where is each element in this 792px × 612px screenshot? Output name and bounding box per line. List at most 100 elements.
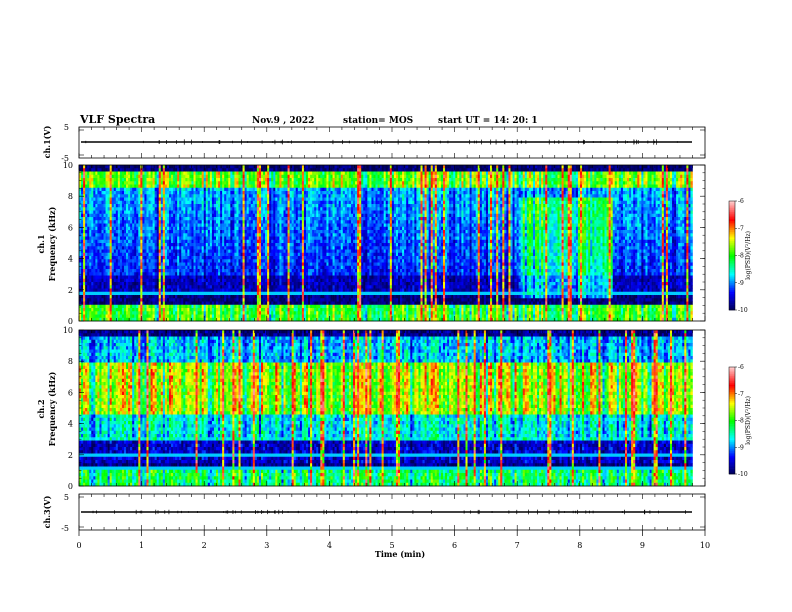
spectrogram-cell bbox=[189, 181, 191, 185]
spectrogram-cell bbox=[236, 188, 238, 192]
spectrogram-cell bbox=[104, 188, 106, 192]
spectrogram-cell bbox=[142, 240, 144, 244]
spectrogram-cell bbox=[167, 298, 169, 302]
spectrogram-cell bbox=[99, 302, 101, 306]
spectrogram-cell bbox=[155, 181, 157, 185]
spectrogram-cell bbox=[241, 276, 243, 280]
spectrogram-cell bbox=[151, 233, 153, 237]
spectrogram-cell bbox=[187, 266, 189, 270]
spectrogram-cell bbox=[218, 194, 220, 198]
spectrogram-cell bbox=[149, 292, 151, 296]
spectrogram-cell bbox=[220, 181, 222, 185]
spectrogram-cell bbox=[179, 253, 181, 257]
spectrogram-cell bbox=[175, 191, 177, 195]
spectrogram-cell bbox=[142, 253, 144, 257]
spectrogram-cell bbox=[165, 185, 167, 189]
spectrogram-cell bbox=[99, 282, 101, 286]
spectrogram-cell bbox=[165, 237, 167, 241]
spectrogram-cell bbox=[138, 302, 140, 306]
spectrogram-cell bbox=[173, 198, 175, 202]
spectrogram-cell bbox=[230, 230, 232, 234]
spectrogram-cell bbox=[99, 298, 101, 302]
spectrogram-cell bbox=[81, 246, 83, 250]
spectrogram-cell bbox=[140, 233, 142, 237]
spectrogram-cell bbox=[185, 211, 187, 215]
spectrogram-cell bbox=[204, 191, 206, 195]
spectrogram-cell bbox=[106, 201, 108, 205]
spectrogram-cell bbox=[218, 272, 220, 276]
spectrogram-cell bbox=[202, 224, 204, 228]
spectrogram-cell bbox=[212, 243, 214, 247]
spectrogram-cell bbox=[118, 181, 120, 185]
spectrogram-cell bbox=[120, 198, 122, 202]
spectrogram-cell bbox=[146, 243, 148, 247]
spectrogram-cell bbox=[130, 188, 132, 192]
spectrogram-cell bbox=[175, 211, 177, 215]
spectrogram-cell bbox=[189, 185, 191, 189]
spectrogram-cell bbox=[202, 266, 204, 270]
spectrogram-cell bbox=[241, 253, 243, 257]
spectrogram-cell bbox=[224, 289, 226, 293]
spectrogram-cell bbox=[99, 237, 101, 241]
spectrogram-cell bbox=[122, 230, 124, 234]
spectrogram-cell bbox=[83, 253, 85, 257]
spectrogram-cell bbox=[163, 279, 165, 283]
spectrogram-cell bbox=[232, 282, 234, 286]
spectrogram-cell bbox=[185, 256, 187, 260]
spectrogram-cell bbox=[85, 188, 87, 192]
spectrogram-cell bbox=[177, 243, 179, 247]
spectrogram-cell bbox=[175, 305, 177, 309]
spectrogram-cell bbox=[218, 269, 220, 273]
spectrogram-cell bbox=[146, 272, 148, 276]
spectrogram-cell bbox=[124, 191, 126, 195]
spectrogram-cell bbox=[175, 276, 177, 280]
spectrogram-cell bbox=[185, 302, 187, 306]
spectrogram-cell bbox=[151, 279, 153, 283]
spectrogram-cell bbox=[136, 246, 138, 250]
spectrogram-cell bbox=[206, 227, 208, 231]
spectrogram-cell bbox=[163, 172, 165, 176]
spectrogram-cell bbox=[196, 233, 198, 237]
spectrogram-cell bbox=[155, 168, 157, 172]
spectrogram-cell bbox=[93, 217, 95, 221]
spectrogram-cell bbox=[146, 289, 148, 293]
spectrogram-cell bbox=[239, 175, 241, 179]
spectrogram-cell bbox=[177, 198, 179, 202]
spectrogram-cell bbox=[91, 272, 93, 276]
spectrogram-cell bbox=[218, 250, 220, 254]
spectrogram-cell bbox=[204, 250, 206, 254]
spectrogram-cell bbox=[126, 168, 128, 172]
spectrogram-cell bbox=[163, 217, 165, 221]
spectrogram-cell bbox=[97, 181, 99, 185]
spectrogram-cell bbox=[214, 181, 216, 185]
spectrogram-cell bbox=[140, 279, 142, 283]
spectrogram-cell bbox=[118, 269, 120, 273]
spectrogram-cell bbox=[126, 272, 128, 276]
spectrogram-cell bbox=[220, 276, 222, 280]
spectrogram-cell bbox=[155, 204, 157, 208]
spectrogram-cell bbox=[110, 250, 112, 254]
spectrogram-cell bbox=[151, 237, 153, 241]
spectrogram-cell bbox=[161, 224, 163, 228]
spectrogram-cell bbox=[243, 188, 245, 192]
spectrogram-cell bbox=[210, 214, 212, 218]
spectrogram-cell bbox=[202, 269, 204, 273]
spectrogram-cell bbox=[241, 263, 243, 267]
spectrogram-cell bbox=[97, 315, 99, 319]
spectrogram-cell bbox=[140, 256, 142, 260]
spectrogram-cell bbox=[124, 302, 126, 306]
spectrogram-cell bbox=[236, 175, 238, 179]
spectrogram-cell bbox=[245, 175, 247, 179]
spectrogram-cell bbox=[159, 191, 161, 195]
spectrogram-cell bbox=[245, 217, 247, 221]
spectrogram-cell bbox=[214, 282, 216, 286]
spectrogram-cell bbox=[245, 224, 247, 228]
spectrogram-cell bbox=[149, 250, 151, 254]
spectrogram-cell bbox=[151, 246, 153, 250]
spectrogram-cell bbox=[226, 256, 228, 260]
spectrogram-cell bbox=[112, 250, 114, 254]
spectrogram-cell bbox=[167, 230, 169, 234]
spectrogram-cell bbox=[89, 172, 91, 176]
spectrogram-cell bbox=[95, 194, 97, 198]
spectrogram-cell bbox=[101, 256, 103, 260]
